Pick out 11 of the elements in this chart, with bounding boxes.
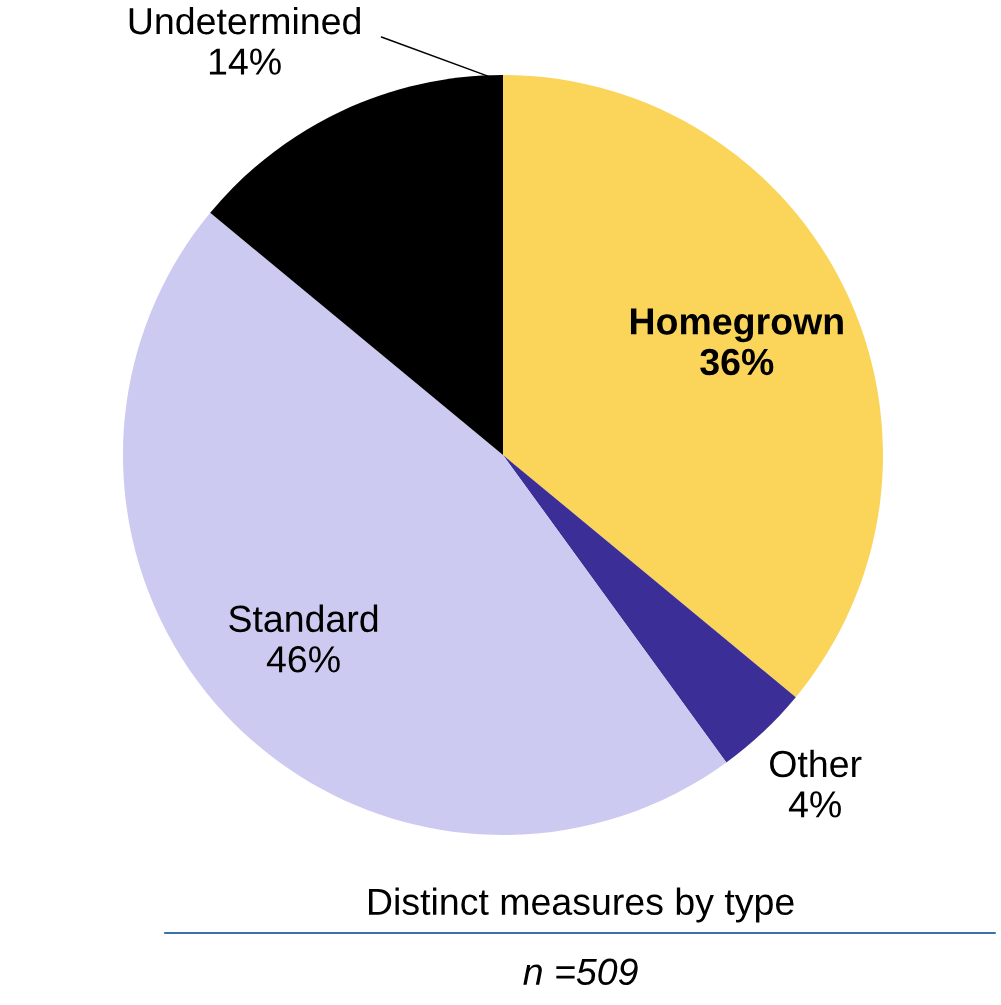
text: n =509 [523, 958, 638, 986]
slice-label: Homegrown [630, 308, 843, 343]
data-label: 4% [788, 791, 841, 818]
text: Distinct measures by type [369, 887, 794, 923]
pie-slice [503, 75, 883, 698]
data-label: 14% [209, 48, 281, 75]
slice-label: Other [770, 749, 862, 778]
slice-label: Undetermined [129, 6, 360, 35]
data-label: 46% [266, 646, 340, 673]
data-label: 36% [700, 348, 774, 376]
slice-label: Standard [229, 604, 378, 633]
